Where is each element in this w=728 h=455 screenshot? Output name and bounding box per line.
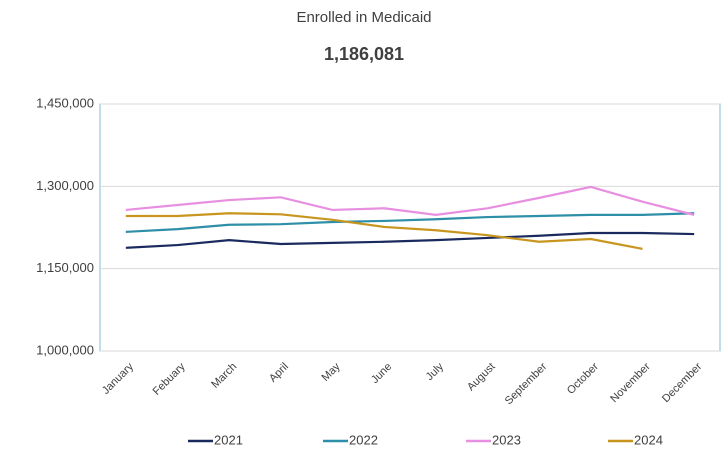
x-tick-label: August bbox=[465, 361, 498, 394]
x-tick-label: November bbox=[608, 360, 653, 405]
series-line bbox=[125, 212, 695, 233]
x-tick-label: May bbox=[319, 360, 343, 384]
chart-subtitle: 1,186,081 bbox=[324, 44, 404, 64]
y-tick-label: 1,150,000 bbox=[36, 260, 94, 275]
legend-label: 2024 bbox=[634, 432, 663, 447]
x-tick-label: October bbox=[565, 360, 601, 396]
x-tick-label: December bbox=[660, 360, 705, 405]
y-tick-label: 1,300,000 bbox=[36, 178, 94, 193]
x-tick-label: January bbox=[100, 360, 137, 397]
x-tick-label: September bbox=[503, 360, 550, 407]
x-tick-label: June bbox=[369, 361, 394, 386]
series-line bbox=[125, 231, 695, 249]
y-tick-label: 1,450,000 bbox=[36, 95, 94, 110]
series-line bbox=[125, 185, 695, 216]
legend-label: 2022 bbox=[349, 432, 378, 447]
chart-title: Enrolled in Medicaid bbox=[296, 9, 431, 26]
legend-label: 2023 bbox=[492, 432, 521, 447]
series-line bbox=[125, 212, 643, 250]
legend-label: 2021 bbox=[214, 432, 243, 447]
y-tick-label: 1,000,000 bbox=[36, 342, 94, 357]
x-tick-label: July bbox=[424, 360, 447, 383]
x-tick-label: March bbox=[209, 361, 239, 391]
x-tick-label: Febuary bbox=[151, 360, 188, 397]
x-tick-label: April bbox=[267, 361, 291, 385]
